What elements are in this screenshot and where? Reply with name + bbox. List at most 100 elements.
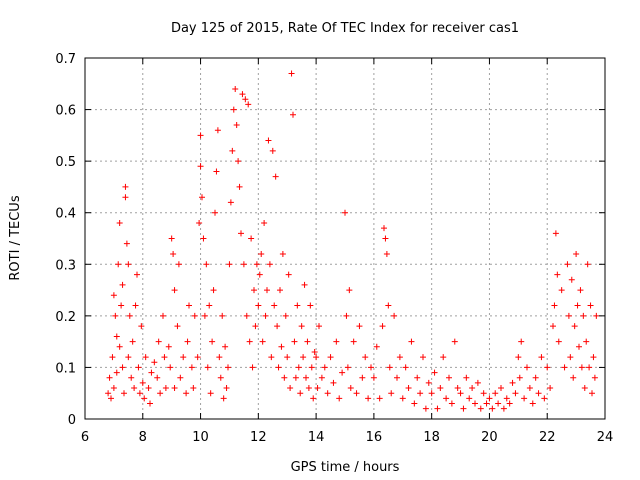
data-point xyxy=(186,302,192,309)
data-point xyxy=(287,385,294,392)
data-point xyxy=(261,220,268,227)
data-point xyxy=(292,374,299,381)
data-point xyxy=(365,395,372,402)
data-point xyxy=(408,338,415,345)
data-point xyxy=(518,338,525,345)
data-point xyxy=(225,364,231,371)
data-point xyxy=(222,343,229,350)
data-point xyxy=(223,385,230,392)
data-point xyxy=(343,312,350,319)
data-point xyxy=(318,374,325,381)
data-point xyxy=(316,323,322,330)
data-point xyxy=(121,390,127,397)
data-point xyxy=(593,312,600,319)
data-point xyxy=(526,385,533,392)
data-point xyxy=(123,240,130,247)
data-point xyxy=(376,395,383,402)
data-point xyxy=(246,338,253,345)
data-point xyxy=(486,395,493,402)
data-point xyxy=(160,312,166,319)
data-point xyxy=(148,369,155,376)
data-point xyxy=(240,261,247,268)
data-point xyxy=(199,194,205,201)
x-tick-label: 22 xyxy=(539,430,556,445)
data-point xyxy=(138,323,145,330)
data-point xyxy=(578,364,585,371)
data-point xyxy=(336,395,343,402)
data-point xyxy=(288,70,295,77)
data-point xyxy=(308,364,315,371)
data-point xyxy=(311,348,318,355)
x-tick-label: 10 xyxy=(192,430,209,445)
data-point xyxy=(230,106,237,113)
data-point xyxy=(277,287,283,294)
data-point xyxy=(115,261,122,268)
data-point xyxy=(500,405,507,412)
data-point xyxy=(134,271,140,278)
data-point xyxy=(509,379,516,386)
data-point xyxy=(346,287,353,294)
data-point xyxy=(551,302,558,309)
data-point xyxy=(203,261,210,268)
chart-title: Day 125 of 2015, Rate Of TEC Index for r… xyxy=(171,21,519,36)
data-point xyxy=(381,225,387,232)
data-point xyxy=(591,374,598,381)
data-point xyxy=(204,364,211,371)
data-point xyxy=(258,250,265,257)
data-point xyxy=(422,405,429,412)
data-point xyxy=(568,276,575,283)
data-point xyxy=(271,302,278,309)
data-point xyxy=(232,85,239,92)
data-point xyxy=(327,354,334,361)
data-point xyxy=(547,385,554,392)
data-point xyxy=(552,230,559,237)
data-point xyxy=(307,302,314,309)
data-point xyxy=(275,364,282,371)
data-point xyxy=(460,405,467,412)
data-point xyxy=(171,385,178,392)
data-point xyxy=(141,395,148,402)
data-point xyxy=(297,390,304,397)
data-point xyxy=(414,374,421,381)
data-point xyxy=(201,312,208,319)
data-point xyxy=(155,338,162,345)
x-tick-labels: 6 8 10 12 14 16 18 20 22 24 xyxy=(81,430,613,445)
data-point xyxy=(386,364,393,371)
y-tick-label: 0.5 xyxy=(55,155,76,170)
data-point xyxy=(402,364,409,371)
data-point xyxy=(521,395,528,402)
data-point xyxy=(175,261,182,268)
data-point xyxy=(252,323,259,330)
data-point xyxy=(472,400,478,407)
data-point xyxy=(590,354,597,361)
data-point xyxy=(394,374,400,381)
data-point xyxy=(347,385,354,392)
data-point xyxy=(379,323,386,330)
data-point xyxy=(448,400,455,407)
data-point xyxy=(188,364,195,371)
data-point xyxy=(580,312,587,319)
data-point xyxy=(362,354,369,361)
data-point xyxy=(110,292,117,299)
data-point xyxy=(242,96,249,103)
data-point xyxy=(191,312,198,319)
data-point xyxy=(206,302,213,309)
data-point xyxy=(142,354,149,361)
data-point xyxy=(216,354,223,361)
data-point xyxy=(356,323,363,330)
data-point xyxy=(359,374,366,381)
data-point xyxy=(483,400,490,407)
data-point xyxy=(197,132,204,139)
data-point xyxy=(417,390,424,397)
data-point xyxy=(529,400,536,407)
data-point xyxy=(446,374,452,381)
data-point xyxy=(272,173,279,180)
data-point xyxy=(313,354,320,361)
data-point xyxy=(126,312,133,319)
data-point xyxy=(512,390,519,397)
data-point xyxy=(219,312,226,319)
x-tick-label: 24 xyxy=(597,430,614,445)
data-point xyxy=(535,390,542,397)
data-point xyxy=(558,287,565,294)
x-tick-label: 8 xyxy=(139,430,147,445)
